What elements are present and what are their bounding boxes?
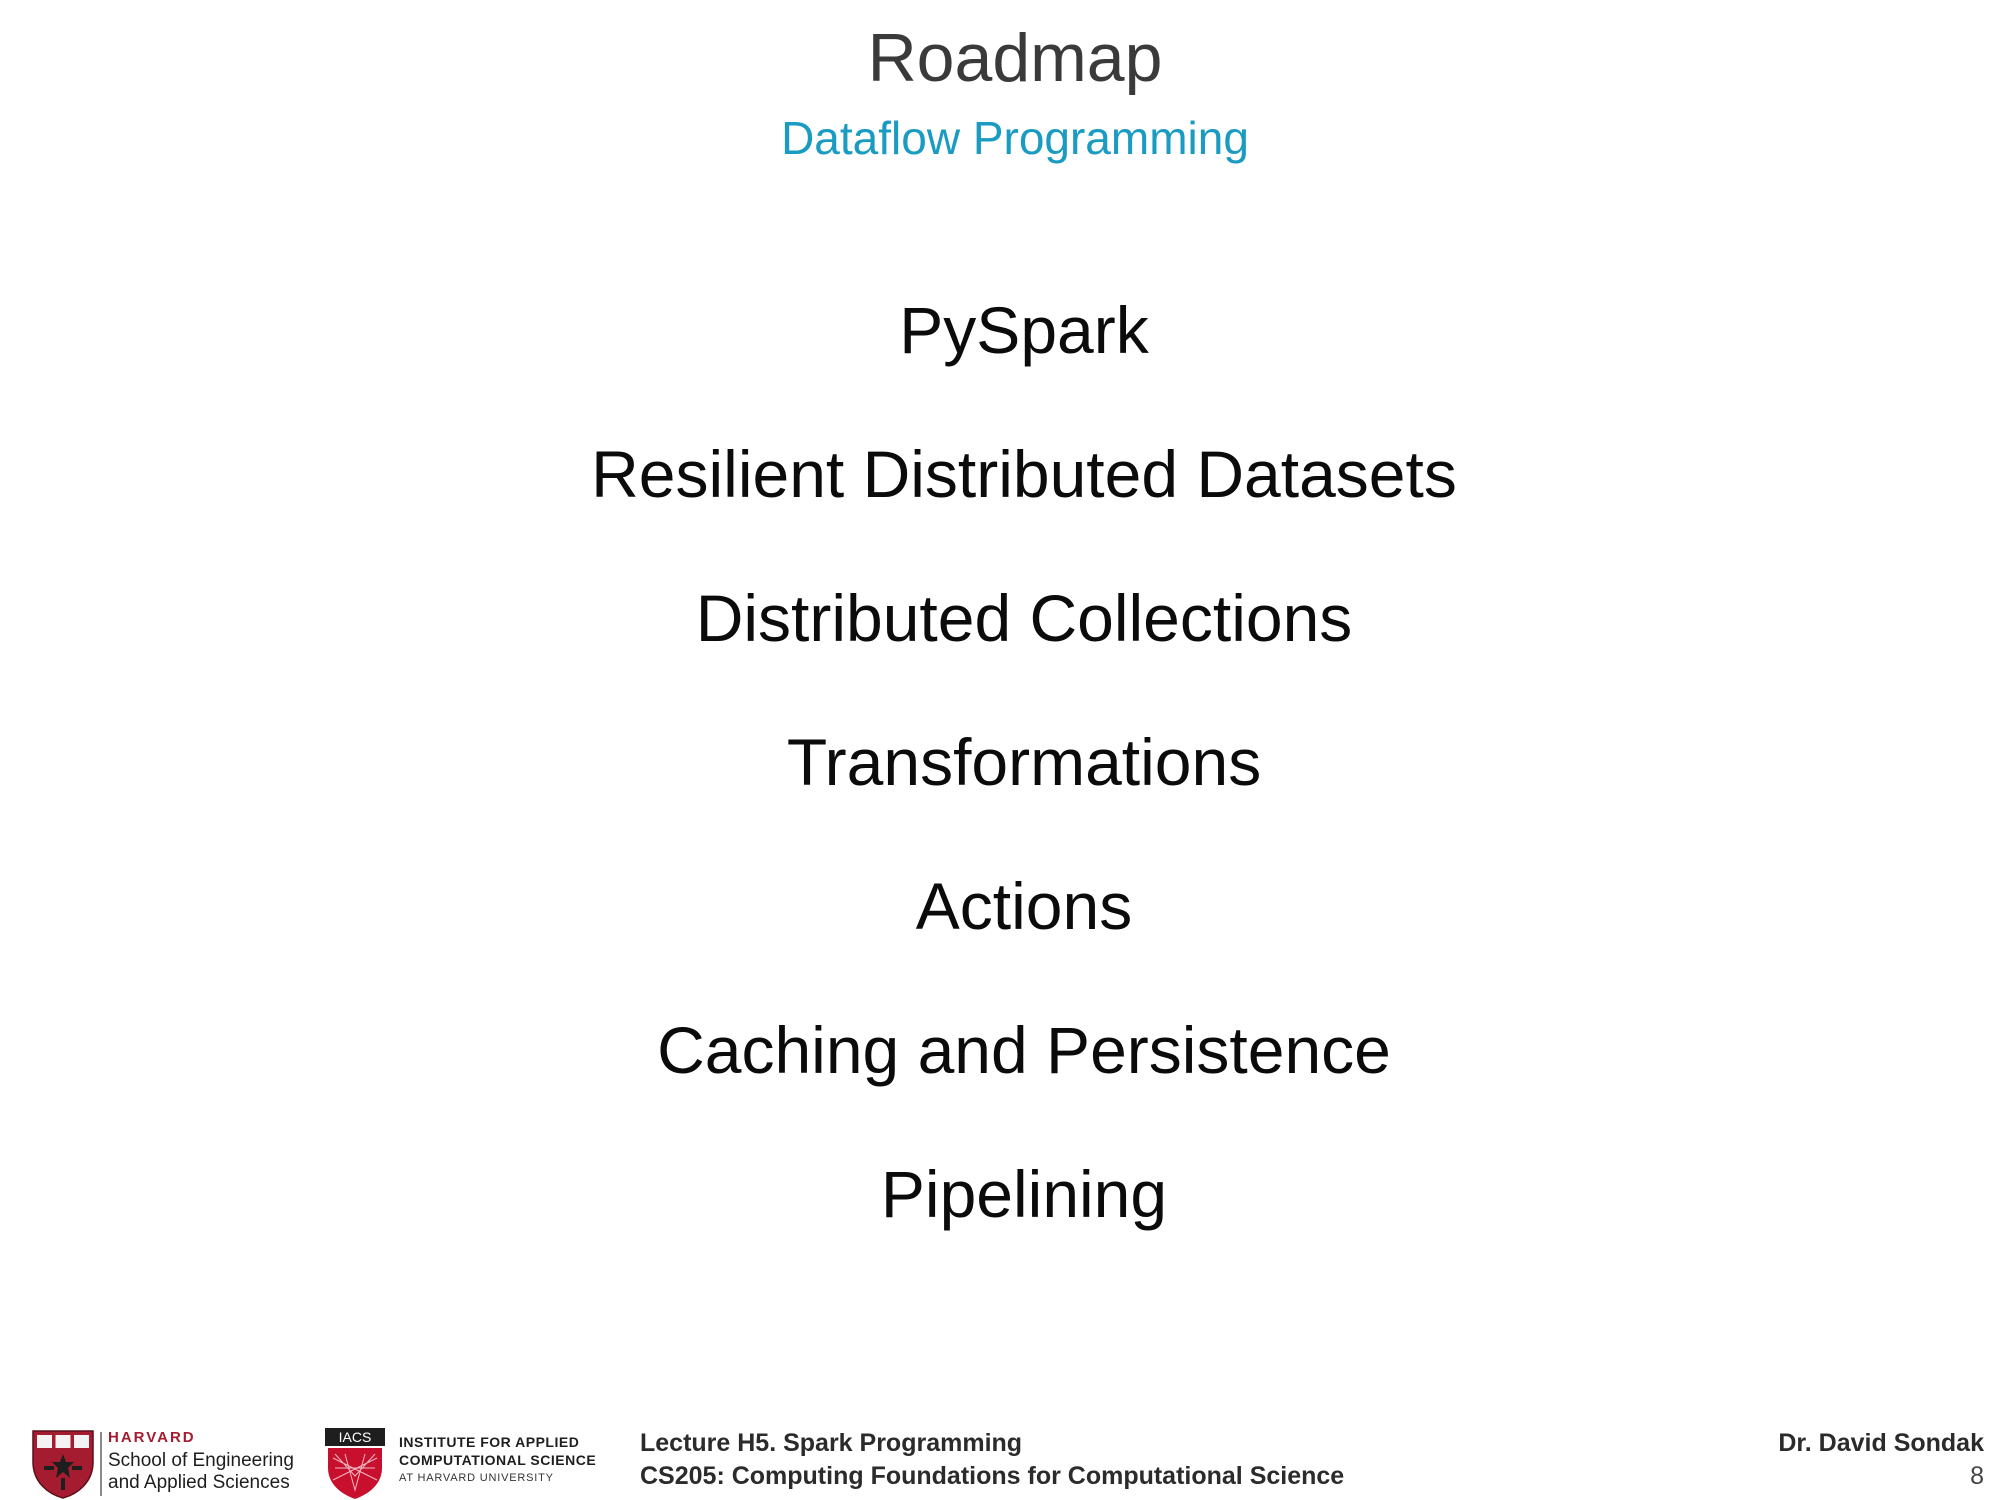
harvard-seas-logo: HARVARD School of Engineering and Applie… xyxy=(30,1428,295,1500)
roadmap-item: Pipelining xyxy=(880,1157,1168,1231)
roadmap-item: Resilient Distributed Datasets xyxy=(591,437,1457,511)
roadmap-item: Caching and Persistence xyxy=(657,1013,1391,1087)
page-number: 8 xyxy=(1970,1462,1984,1490)
author-name: Dr. David Sondak xyxy=(1778,1429,1984,1457)
course-title: CS205: Computing Foundations for Computa… xyxy=(640,1462,1345,1490)
school-name-line1: School of Engineering xyxy=(108,1450,294,1471)
roadmap-item: Distributed Collections xyxy=(695,581,1353,655)
roadmap-item: PySpark xyxy=(899,293,1149,367)
slide-footer: HARVARD School of Engineering and Applie… xyxy=(0,1420,2000,1500)
roadmap-list: PySpark Resilient Distributed Datasets D… xyxy=(0,285,2000,1293)
slide-subtitle: Dataflow Programming xyxy=(781,112,1249,164)
iacs-badge-text: IACS xyxy=(339,1429,372,1445)
iacs-name-line3: AT HARVARD UNIVERSITY xyxy=(399,1472,554,1484)
iacs-name-line1: INSTITUTE FOR APPLIED xyxy=(399,1434,580,1450)
harvard-shield-icon xyxy=(32,1430,94,1499)
roadmap-item: Actions xyxy=(915,869,1133,943)
lecture-info: Lecture H5. Spark Programming CS205: Com… xyxy=(640,1427,1344,1493)
harvard-wordmark: HARVARD xyxy=(108,1429,196,1446)
logo-divider xyxy=(100,1432,102,1496)
iacs-badge-icon: IACS xyxy=(325,1428,385,1499)
school-name-line2: and Applied Sciences xyxy=(108,1472,290,1493)
iacs-name-line2: COMPUTATIONAL SCIENCE xyxy=(399,1452,597,1468)
slide-title: Roadmap xyxy=(867,20,1163,96)
iacs-logo: IACS INSTITUTE FOR APPLIED COMPUTATIONAL… xyxy=(325,1428,615,1500)
school-name: School of Engineering and Applied Scienc… xyxy=(108,1450,294,1494)
lecture-title: Lecture H5. Spark Programming xyxy=(640,1429,1023,1457)
roadmap-item: Transformations xyxy=(786,725,1262,799)
